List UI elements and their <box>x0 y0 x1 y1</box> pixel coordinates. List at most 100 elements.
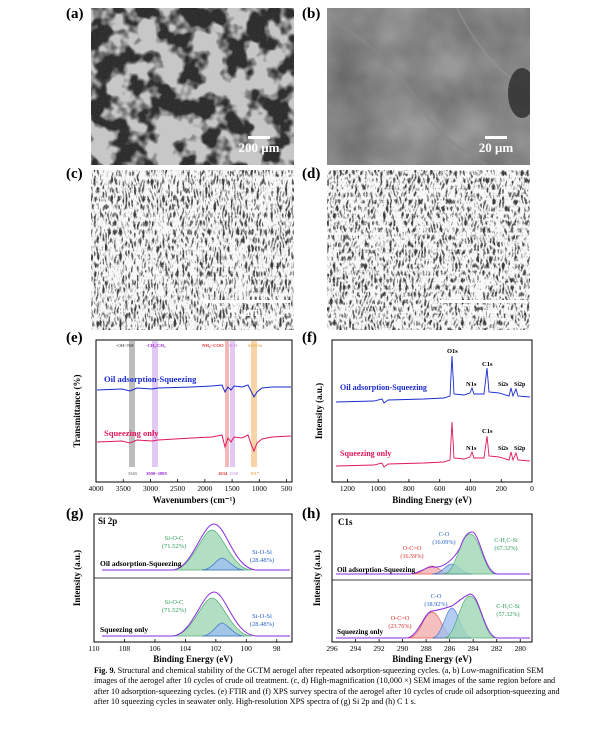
ftir-xtick-label-4: 2000 <box>197 484 212 493</box>
xps-xtick-label-3: 600 <box>434 484 446 493</box>
xps-xlabel: Binding Energy (eV) <box>392 495 472 505</box>
c1s-top-envelope <box>336 531 530 575</box>
scale-bar-d: 5 μm <box>437 300 529 320</box>
c1s-xtick-label-1: 294 <box>350 644 362 653</box>
si2p-bottom-sioc-label: Si-O-C <box>165 599 184 606</box>
sem-image-d: 5 μm <box>327 170 530 330</box>
si2p-xtick-label-4: 102 <box>210 644 222 653</box>
ftir-legend-squeeze: Squeezing only <box>104 428 159 438</box>
si2p-top-siosi-label: Si-O-Si <box>252 549 272 556</box>
ftir-band-label-2: NH₂/-COO <box>202 343 224 348</box>
scale-label-d: 5 μm <box>469 304 497 319</box>
si2p-xtick-label-6: 98 <box>273 644 281 653</box>
c1s-top-ocoo-label: O-C=O <box>403 545 422 552</box>
xps-peak-n1s-b: N1s <box>466 445 477 452</box>
si2p-top-envelope <box>102 523 290 571</box>
xps-series-oil <box>335 355 531 404</box>
ftir-band-value-2: 1634 <box>218 471 228 476</box>
ftir-band-value-1: 3000~2880 <box>146 471 167 476</box>
ftir-chart: -OH/-NH -CH₂/CH₃ NH₂/-COO N-H Si-O-Si 33… <box>72 339 293 505</box>
c1s-xtick-label-6: 284 <box>468 644 480 653</box>
panel-label-h: (h) <box>302 506 321 522</box>
xps-xtick-label-2: 800 <box>403 484 415 493</box>
ftir-band-value-0: 3365 <box>128 471 138 476</box>
xps-ylabel: Intensity (a.u.) <box>314 383 324 439</box>
xps-xtick-label-1: 1000 <box>371 484 386 493</box>
xps-peak-si2p-b: Si2p <box>514 446 526 452</box>
xps-xtick-label-5: 200 <box>496 484 508 493</box>
c1s-bottom-ocoo-label: O-C=O <box>391 615 410 622</box>
ftir-band-siosi <box>251 341 257 467</box>
si2p-top-sioc-pct: (71.52%) <box>162 543 186 550</box>
figure-number: Fig. 9. <box>94 666 116 675</box>
ftir-frame <box>95 339 293 483</box>
ftir-xlabel: Wavenumbers (cm⁻¹) <box>153 495 236 505</box>
sem-image-a: 200 μm <box>91 8 294 165</box>
panel-label-c: (c) <box>66 166 83 182</box>
panel-label-g: (g) <box>66 506 84 522</box>
c1s-bottom-ch-label: C-H,C-Si <box>496 603 520 610</box>
c1s-xtick-label-7: 282 <box>491 644 503 653</box>
si2p-bottom-siosi-label: Si-O-Si <box>252 613 272 620</box>
ftir-band-value-3: 1550 <box>229 471 239 476</box>
c1s-xlabel: Binding Energy (eV) <box>392 654 472 664</box>
si2p-ylabel: Intensity (a.u.) <box>72 550 82 606</box>
xps-xtick-label-4: 400 <box>465 484 477 493</box>
scale-bar-b: 20 μm <box>471 136 521 156</box>
panel-label-b: (b) <box>302 6 321 22</box>
xps-legend-squeeze: Squeezing only <box>340 449 391 458</box>
scale-label-a: 200 μm <box>238 140 280 155</box>
ftir-band-ohnh <box>129 341 135 467</box>
ftir-band-ch <box>152 341 158 467</box>
ftir-band-label-1: -CH₂/CH₃ <box>146 343 166 348</box>
xps-frame <box>331 339 533 483</box>
c1s-top-ch-label: C-H,C-Si <box>494 537 518 544</box>
c1s-xtick-label-4: 288 <box>420 644 432 653</box>
c1s-bottom-ch-pct: (57.32%) <box>496 611 519 618</box>
c1s-chart: C1s O-C=O (16.59%) C-O (16.09%) C-H,C-Si… <box>312 513 533 664</box>
si2p-top-siosi-pct: (28.48%) <box>250 557 274 564</box>
figure-caption-text: Structural and chemical stability of the… <box>94 666 560 707</box>
panel-label-e: (e) <box>66 330 83 346</box>
ftir-xtick-label-6: 1000 <box>252 484 267 493</box>
xps-peak-si2p-a: Si2p <box>514 382 526 388</box>
ftir-legend-oil: Oil adsorption-Squeezing <box>104 374 197 384</box>
si2p-title: Si 2p <box>98 516 117 526</box>
c1s-title: C1s <box>338 517 353 527</box>
sem-image-c: 5 μm <box>91 170 294 330</box>
xps-peak-c1s-b: C1s <box>482 428 493 435</box>
c1s-ylabel: Intensity (a.u.) <box>312 550 322 606</box>
si2p-xtick-label-5: 100 <box>241 644 253 653</box>
c1s-xtick-label-8: 280 <box>515 644 527 653</box>
si2p-xtick-label-3: 104 <box>180 644 192 653</box>
c1s-bottom-envelope <box>336 593 530 639</box>
si2p-top-sioc <box>171 529 253 571</box>
c1s-top-ch <box>443 533 497 575</box>
scale-label-c: 5 μm <box>233 304 261 319</box>
si2p-xlabel: Binding Energy (eV) <box>153 654 233 664</box>
xps-survey-chart: O1s C1s N1s Si2s Si2p C1s N1s Si2s Si2p … <box>314 339 534 505</box>
ftir-series-squeeze <box>96 434 292 453</box>
ftir-series-oil <box>96 384 291 399</box>
si2p-xtick-label-2: 106 <box>149 644 161 653</box>
c1s-xtick-label-0: 296 <box>326 644 338 653</box>
ftir-xtick-label-2: 3000 <box>143 484 158 493</box>
panel-label-a: (a) <box>66 6 84 22</box>
scale-bar-a: 200 μm <box>229 136 289 156</box>
c1s-bottom-ocoo-pct: (23.76%) <box>388 623 411 630</box>
si2p-bottom-siosi-pct: (28.48%) <box>250 621 274 628</box>
ftir-band-label-0: -OH/-NH <box>116 343 134 348</box>
ftir-xtick-label-3: 2500 <box>170 484 185 493</box>
ftir-xtick-label-5: 1500 <box>225 484 240 493</box>
c1s-xtick-label-2: 292 <box>373 644 385 653</box>
c1s-top-ch-pct: (67.32%) <box>494 545 517 552</box>
si2p-bottom-sioc-pct: (71.52%) <box>162 607 186 614</box>
scale-label-b: 20 μm <box>478 140 514 155</box>
c1s-top-ocoo-pct: (16.59%) <box>400 553 423 560</box>
c1s-bottom-co-pct: (18.92%) <box>424 601 447 608</box>
xps-peak-c1s-a: C1s <box>482 361 493 368</box>
si2p-bottom-siosi <box>201 622 245 637</box>
ftir-band-label-3: N-H <box>229 343 238 348</box>
si2p-top-name: Oil adsorption-Squeezing <box>100 559 182 568</box>
c1s-top-co-pct: (16.09%) <box>432 539 455 546</box>
